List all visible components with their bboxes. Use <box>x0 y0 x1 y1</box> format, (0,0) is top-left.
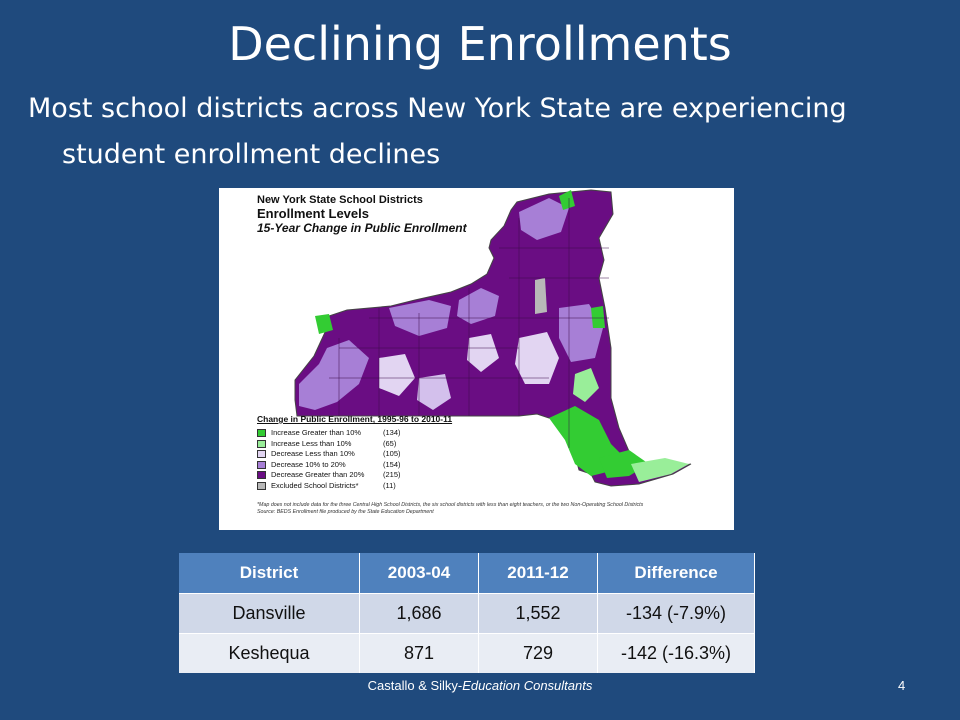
new-york-map <box>294 189 692 487</box>
column-header: 2003-04 <box>359 553 479 594</box>
footer-author: Castallo & Silky- <box>367 678 463 693</box>
map-legend: Change in Public Enrollment, 1995-96 to … <box>257 413 482 491</box>
region-decrease-10-20 <box>559 304 603 362</box>
legend-label: Decrease Less than 10% <box>271 449 355 458</box>
legend-item: Excluded School Districts* (11) <box>257 481 482 492</box>
table-row: Keshequa 871 729 -142 (-16.3%) <box>179 633 755 673</box>
legend-count: (11) <box>383 480 396 490</box>
legend-count: (154) <box>383 459 401 469</box>
district-boundaries <box>329 198 609 448</box>
legend-item: Increase Less than 10% (65) <box>257 439 482 450</box>
legend-swatch <box>257 429 266 438</box>
source-line: Source: BEDS Enrollment file produced by… <box>257 509 434 515</box>
legend-item: Decrease Greater than 20% (215) <box>257 470 482 481</box>
table-cell: Dansville <box>179 593 360 634</box>
table-cell: -134 (-7.9%) <box>597 593 755 634</box>
column-header: Difference <box>597 553 755 594</box>
region-excluded <box>535 278 547 314</box>
map-footnote: *Map does not include data for the three… <box>257 502 717 516</box>
table-cell: 1,686 <box>359 593 479 634</box>
legend-swatch <box>257 439 266 448</box>
region-increase-gt-10 <box>591 306 605 328</box>
footnote-line: *Map does not include data for the three… <box>257 502 644 508</box>
legend-label: Increase Less than 10% <box>271 438 352 448</box>
map-title: New York State School Districts <box>257 194 423 206</box>
subtitle-line-2: student enrollment declines <box>62 139 441 170</box>
enrollment-table: District 2003-04 2011-12 Difference Dans… <box>179 553 755 673</box>
table-cell: -142 (-16.3%) <box>597 633 755 673</box>
legend-label: Excluded School Districts* <box>271 480 359 490</box>
legend-swatch <box>257 450 266 459</box>
legend-count: (134) <box>383 428 401 437</box>
map-caption: 15-Year Change in Public Enrollment <box>257 221 467 235</box>
legend-label: Increase Greater than 10% <box>271 428 362 437</box>
region-decrease-less-10 <box>379 354 415 396</box>
region-decrease-less-10 <box>515 332 559 384</box>
slide-subtitle: Most school districts across New York St… <box>28 86 938 178</box>
legend-count: (105) <box>383 449 401 458</box>
table-row: Dansville 1,686 1,552 -134 (-7.9%) <box>179 593 755 634</box>
legend-label: Decrease 10% to 20% <box>271 459 346 469</box>
region-increase-gt-10 <box>559 190 575 210</box>
legend-count: (65) <box>383 438 397 448</box>
table-cell: 1,552 <box>478 593 598 634</box>
enrollment-map-figure: New York State School Districts Enrollme… <box>219 188 734 530</box>
legend-swatch <box>257 460 266 469</box>
region-increase-lt-10 <box>631 458 689 482</box>
table-header-row: District 2003-04 2011-12 Difference <box>179 553 755 594</box>
region-decrease-10-20 <box>299 340 369 410</box>
legend-swatch <box>257 471 266 480</box>
legend-count: (215) <box>383 470 401 479</box>
table-cell: Keshequa <box>179 633 360 673</box>
column-header: District <box>179 553 360 594</box>
map-subtitle: Enrollment Levels <box>257 206 369 221</box>
footer-role: Education Consultants <box>462 678 593 693</box>
region-increase-lt-10 <box>573 368 599 402</box>
region-increase-gt-10 <box>315 314 333 334</box>
legend-item: Decrease Less than 10% (105) <box>257 449 482 460</box>
region-decrease-10-20 <box>457 288 499 324</box>
slide-title: Declining Enrollments <box>228 17 732 71</box>
legend-title: Change in Public Enrollment, 1995-96 to … <box>257 414 453 424</box>
column-header: 2011-12 <box>478 553 598 594</box>
legend-label: Decrease Greater than 20% <box>271 470 365 479</box>
table-cell: 871 <box>359 633 479 673</box>
legend-swatch <box>257 481 266 490</box>
region-decrease-less-10 <box>467 334 499 372</box>
region-decrease-10-20 <box>519 198 569 240</box>
page-number: 4 <box>898 678 906 693</box>
legend-item: Increase Greater than 10% (134) <box>257 428 482 439</box>
subtitle-line-1: Most school districts across New York St… <box>28 93 847 124</box>
region-decrease-less-10 <box>417 374 451 410</box>
map-heading: New York State School Districts Enrollme… <box>257 194 467 235</box>
slide-footer: Castallo & Silky-Education Consultants <box>0 678 960 693</box>
legend-item: Decrease 10% to 20% (154) <box>257 460 482 471</box>
table-cell: 729 <box>478 633 598 673</box>
